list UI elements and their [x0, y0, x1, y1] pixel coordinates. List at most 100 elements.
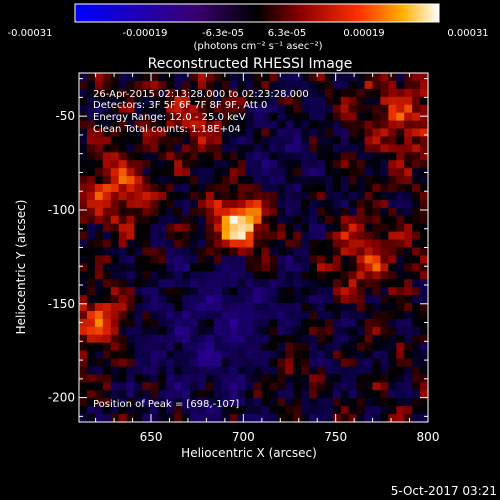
heatmap-cell [324, 104, 334, 114]
heatmap-cell [86, 176, 96, 185]
heatmap-cell [253, 295, 263, 304]
heatmap-cell [213, 318, 223, 328]
heatmap-cell [79, 255, 88, 264]
heatmap-cell [309, 73, 318, 82]
heatmap-cell [380, 136, 389, 145]
heatmap-cell [102, 73, 112, 82]
heatmap-cell [340, 191, 350, 201]
heatmap-cell [396, 263, 405, 272]
heatmap-cell [205, 414, 215, 423]
heatmap-cell [348, 144, 358, 153]
heatmap-cell [340, 73, 350, 82]
heatmap-cell [316, 390, 326, 399]
heatmap-cell [396, 207, 405, 217]
heatmap-cell [182, 255, 191, 264]
heatmap-cell [285, 104, 294, 114]
heatmap-cell [253, 231, 263, 241]
heatmap-cell [102, 382, 112, 391]
heatmap-cell [190, 80, 199, 90]
heatmap-cell [388, 318, 397, 328]
heatmap-cell [253, 160, 263, 169]
heatmap-cell [285, 80, 294, 90]
heatmap-cell [412, 326, 421, 336]
heatmap-cell [110, 199, 120, 209]
heatmap-cell [372, 279, 382, 288]
heatmap-cell [261, 184, 270, 193]
heatmap-cell [213, 176, 223, 185]
heatmap-cell [261, 326, 270, 336]
heatmap-cell [348, 199, 358, 209]
heatmap-cell [190, 303, 199, 312]
heatmap-cell [126, 295, 136, 304]
heatmap-cell [301, 247, 310, 257]
heatmap-cell [205, 374, 215, 383]
heatmap-cell [277, 303, 286, 312]
heatmap-cell [253, 96, 263, 106]
heatmap-cell [324, 231, 334, 241]
heatmap-cell [94, 120, 104, 130]
heatmap-cell [332, 350, 342, 360]
heatmap-cell [237, 303, 247, 312]
heatmap-cell [332, 271, 342, 280]
heatmap-cell [364, 382, 374, 391]
heatmap-cell [245, 390, 255, 399]
heatmap-cell [86, 168, 96, 177]
heatmap-cell [237, 112, 247, 122]
info-energy-range: Energy Range: 12.0 - 25.0 keV [93, 112, 246, 123]
heatmap-cell [86, 120, 96, 130]
heatmap-cell [221, 223, 231, 233]
heatmap-cell [205, 207, 215, 217]
heatmap-cell [79, 168, 88, 177]
heatmap-cell [332, 358, 342, 368]
heatmap-cell [197, 247, 207, 257]
heatmap-cell [142, 263, 151, 272]
heatmap-cell [110, 136, 120, 145]
heatmap-cell [412, 239, 421, 249]
heatmap-cell [372, 287, 382, 296]
heatmap-cell [420, 398, 429, 407]
heatmap-cell [126, 191, 136, 201]
heatmap-cell [126, 350, 136, 360]
heatmap-cell [309, 318, 318, 328]
heatmap-cell [79, 112, 88, 122]
heatmap-cell [285, 96, 294, 106]
heatmap-cell [404, 239, 413, 249]
heatmap-cell [396, 255, 405, 264]
heatmap-cell [182, 199, 191, 209]
heatmap-cell [269, 199, 278, 209]
heatmap-cell [316, 168, 326, 177]
heatmap-cell [285, 128, 294, 138]
heatmap-cell [309, 128, 318, 138]
heatmap-cell [332, 231, 342, 241]
heatmap-cell [372, 295, 382, 304]
heatmap-cell [348, 358, 358, 368]
heatmap-cell [380, 326, 389, 336]
heatmap-cell [324, 406, 334, 415]
heatmap-cell [182, 303, 191, 312]
heatmap-cell [166, 80, 175, 90]
heatmap-cell [380, 398, 389, 407]
colorbar-tick-label: -0.00031 [8, 28, 53, 39]
heatmap-cell [364, 128, 374, 138]
heatmap-cell [316, 414, 326, 423]
heatmap-cell [134, 263, 144, 272]
heatmap-cell [213, 191, 223, 201]
heatmap-cell [110, 80, 120, 90]
heatmap-cell [158, 406, 167, 415]
heatmap-cell [412, 80, 421, 90]
heatmap-cell [269, 271, 278, 280]
heatmap-cell [316, 191, 326, 201]
heatmap-cell [261, 96, 270, 106]
heatmap-cell [340, 342, 350, 352]
heatmap-cell [182, 184, 191, 193]
heatmap-cell [269, 366, 278, 376]
heatmap-cell [420, 271, 429, 280]
heatmap-cell [118, 176, 128, 185]
heatmap-cell [380, 223, 389, 233]
heatmap-cell [301, 326, 310, 336]
heatmap-cell [396, 191, 405, 201]
heatmap-cell [404, 160, 413, 169]
heatmap-cell [237, 191, 247, 201]
heatmap-cell [197, 112, 207, 122]
heatmap-cell [213, 263, 223, 272]
